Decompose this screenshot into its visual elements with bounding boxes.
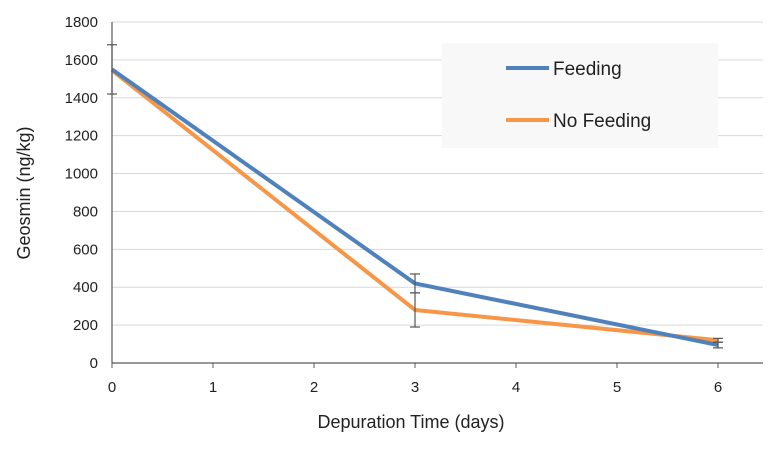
legend-label-feeding: Feeding bbox=[553, 59, 622, 80]
x-tick-label: 2 bbox=[310, 379, 318, 396]
legend-label-no-feeding: No Feeding bbox=[553, 111, 651, 132]
error-bar bbox=[410, 292, 420, 328]
y-tick-label: 1800 bbox=[65, 14, 98, 31]
x-tick-label: 5 bbox=[613, 379, 621, 396]
x-tick-label: 3 bbox=[411, 379, 419, 396]
y-tick-label: 400 bbox=[73, 279, 98, 296]
y-tick-label: 200 bbox=[73, 317, 98, 334]
x-tick-label: 0 bbox=[108, 379, 116, 396]
legend-box bbox=[442, 43, 718, 148]
y-tick-label: 800 bbox=[73, 203, 98, 220]
y-tick-label: 1000 bbox=[65, 166, 98, 183]
x-axis-title: Depuration Time (days) bbox=[317, 412, 504, 432]
y-tick-labels: 0 200 400 600 800 1000 1200 1400 1600 1800 bbox=[65, 14, 98, 372]
gridlines bbox=[112, 21, 763, 326]
y-axis-title: Geosmin (ng/kg) bbox=[14, 126, 34, 259]
error-bar bbox=[107, 44, 117, 95]
y-tick-label: 600 bbox=[73, 241, 98, 258]
x-tick-label: 6 bbox=[714, 379, 722, 396]
error-bar bbox=[713, 337, 723, 343]
x-tick-label: 4 bbox=[512, 379, 520, 396]
x-tick-labels: 0 1 2 3 4 5 6 bbox=[108, 379, 722, 396]
error-bars bbox=[107, 44, 723, 349]
y-tick-label: 1400 bbox=[65, 90, 98, 107]
y-tick-label: 1200 bbox=[65, 128, 98, 145]
y-tick-label: 0 bbox=[90, 355, 98, 372]
x-tick-label: 1 bbox=[209, 379, 217, 396]
legend: Feeding No Feeding bbox=[442, 43, 718, 148]
y-tick-label: 1600 bbox=[65, 52, 98, 69]
